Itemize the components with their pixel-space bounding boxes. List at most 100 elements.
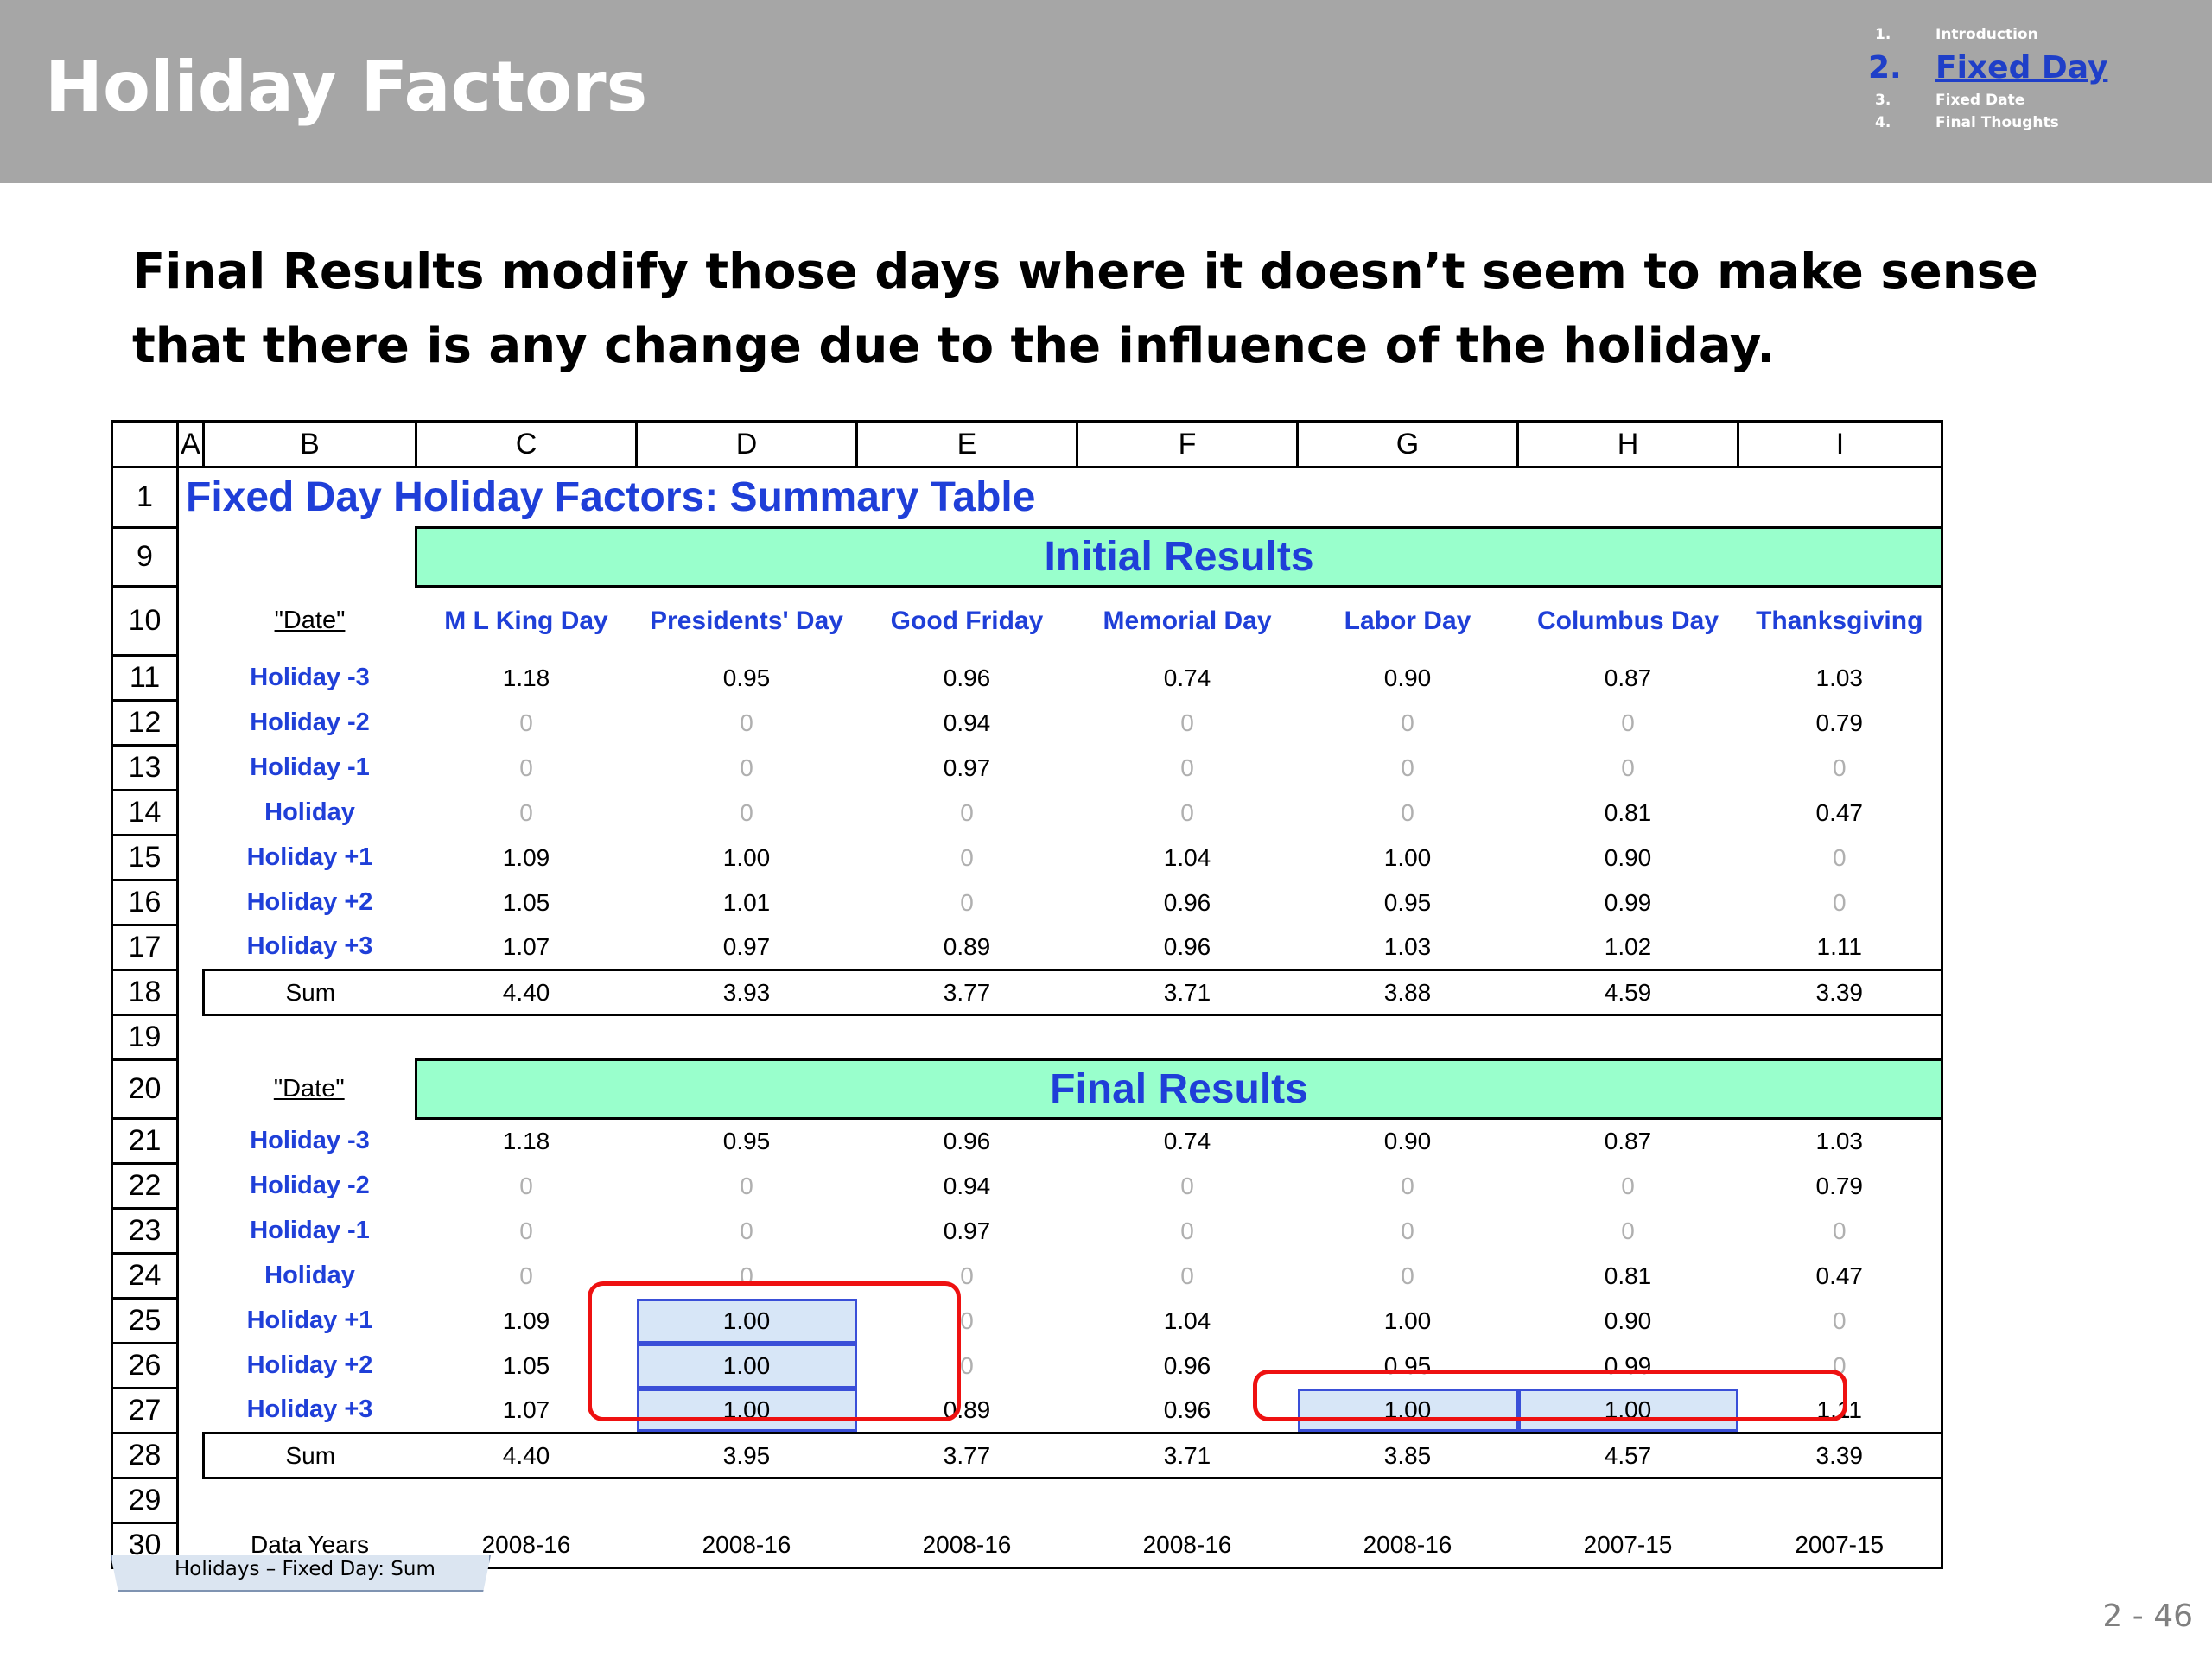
value-cell[interactable]: 0.47 <box>1738 1253 1943 1299</box>
value-cell[interactable]: 3.71 <box>1077 969 1298 1016</box>
value-cell[interactable]: 1.07 <box>502 1395 550 1423</box>
value-cell[interactable]: 1.05 <box>502 888 550 916</box>
value-cell[interactable]: 0 <box>740 1172 753 1199</box>
value-cell[interactable]: 0.94 <box>943 709 991 736</box>
value-cell[interactable]: 0.96 <box>943 664 991 691</box>
value-cell[interactable]: 0 <box>1180 1217 1194 1244</box>
value-cell[interactable]: 0.94 <box>943 1172 991 1199</box>
value-cell[interactable]: 0.95 <box>722 1128 771 1155</box>
value-cell[interactable]: 1.00 <box>636 1298 857 1344</box>
value-cell[interactable]: 2007-15 <box>1738 1522 1943 1569</box>
value-cell[interactable]: 0.74 <box>1163 1128 1211 1155</box>
column-header[interactable]: I <box>1738 420 1943 468</box>
column-header[interactable]: G <box>1297 420 1519 468</box>
column-header[interactable]: F <box>1077 420 1299 468</box>
value-cell[interactable]: 0 <box>1180 1262 1194 1289</box>
row-header[interactable]: 28 <box>111 1433 179 1479</box>
value-cell[interactable]: 1.00 <box>1383 1306 1432 1334</box>
value-cell[interactable]: 0 <box>1401 798 1414 826</box>
value-cell[interactable]: 0.97 <box>943 753 991 781</box>
value-cell[interactable]: 1.03 <box>1383 932 1432 960</box>
value-cell[interactable]: 3.77 <box>856 1432 1077 1479</box>
value-cell[interactable]: 0 <box>519 709 533 736</box>
row-header[interactable]: 24 <box>111 1253 179 1300</box>
row-header[interactable]: 15 <box>111 835 179 881</box>
value-cell[interactable]: 1.18 <box>502 664 550 691</box>
value-cell[interactable]: 4.57 <box>1517 1432 1738 1479</box>
value-cell[interactable]: 0 <box>1180 1172 1194 1199</box>
value-cell[interactable]: 0.79 <box>1738 700 1943 746</box>
value-cell[interactable]: 1.18 <box>502 1128 550 1155</box>
value-cell[interactable]: 0 <box>1180 798 1194 826</box>
value-cell[interactable]: 0.96 <box>1163 932 1211 960</box>
value-cell[interactable]: 0.96 <box>943 1128 991 1155</box>
row-header[interactable]: 27 <box>111 1388 179 1434</box>
value-cell[interactable]: 0 <box>519 798 533 826</box>
value-cell[interactable]: 0.97 <box>943 1217 991 1244</box>
value-cell[interactable]: 0 <box>1401 1262 1414 1289</box>
row-header[interactable]: 12 <box>111 700 179 747</box>
value-cell[interactable]: 1.11 <box>1738 925 1943 970</box>
row-header[interactable]: 29 <box>111 1478 179 1524</box>
row-header[interactable]: 26 <box>111 1343 179 1389</box>
value-cell[interactable]: 0 <box>960 798 974 826</box>
value-cell[interactable]: 2008-16 <box>856 1522 1077 1569</box>
value-cell[interactable]: 0 <box>519 753 533 781</box>
value-cell[interactable]: 0 <box>1738 745 1943 791</box>
value-cell[interactable]: 0.95 <box>722 664 771 691</box>
value-cell[interactable]: 0.97 <box>722 932 771 960</box>
row-header[interactable]: 18 <box>111 969 179 1016</box>
value-cell[interactable]: 1.07 <box>502 932 550 960</box>
sheet-tab[interactable]: Holidays – Fixed Day: Sum <box>111 1555 491 1592</box>
value-cell[interactable]: 0.95 <box>1383 888 1432 916</box>
value-cell[interactable]: 0.47 <box>1738 790 1943 836</box>
value-cell[interactable]: 0 <box>960 1262 974 1289</box>
value-cell[interactable]: 1.02 <box>1604 932 1652 960</box>
value-cell[interactable]: 0.81 <box>1604 798 1652 826</box>
row-header[interactable]: 13 <box>111 745 179 791</box>
select-all-corner[interactable] <box>111 420 179 468</box>
column-header[interactable]: A <box>177 420 205 468</box>
value-cell[interactable]: 0 <box>1401 1172 1414 1199</box>
value-cell[interactable]: 0 <box>1621 1172 1635 1199</box>
value-cell[interactable]: 0 <box>1738 1298 1943 1344</box>
value-cell[interactable]: 0 <box>740 798 753 826</box>
value-cell[interactable]: 0.87 <box>1604 1128 1652 1155</box>
value-cell[interactable]: 0 <box>1738 835 1943 880</box>
value-cell[interactable]: 3.95 <box>636 1432 857 1479</box>
value-cell[interactable]: 0 <box>1621 1217 1635 1244</box>
row-header[interactable]: 22 <box>111 1163 179 1210</box>
value-cell[interactable]: 0.90 <box>1383 664 1432 691</box>
column-header[interactable]: E <box>856 420 1078 468</box>
value-cell[interactable]: 1.00 <box>722 843 771 871</box>
value-cell[interactable]: 2007-15 <box>1517 1522 1738 1569</box>
value-cell[interactable]: 3.77 <box>856 969 1077 1016</box>
value-cell[interactable]: 1.01 <box>722 888 771 916</box>
value-cell[interactable]: 1.03 <box>1738 1118 1943 1164</box>
value-cell[interactable]: 0 <box>1738 880 1943 925</box>
value-cell[interactable]: 1.09 <box>502 843 550 871</box>
value-cell[interactable]: 2008-16 <box>1077 1522 1298 1569</box>
row-header[interactable]: 20 <box>111 1059 179 1120</box>
row-header[interactable]: 19 <box>111 1014 179 1061</box>
row-header[interactable]: 1 <box>111 467 179 529</box>
row-header[interactable]: 21 <box>111 1118 179 1165</box>
value-cell[interactable]: 0 <box>519 1262 533 1289</box>
row-header[interactable]: 16 <box>111 880 179 926</box>
value-cell[interactable]: 0.87 <box>1604 664 1652 691</box>
value-cell[interactable]: 2008-16 <box>1297 1522 1518 1569</box>
value-cell[interactable]: 0 <box>1621 709 1635 736</box>
value-cell[interactable]: 1.04 <box>1163 1306 1211 1334</box>
value-cell[interactable]: 0.89 <box>943 932 991 960</box>
value-cell[interactable]: 4.40 <box>416 969 637 1016</box>
value-cell[interactable]: 0 <box>1180 753 1194 781</box>
row-header[interactable]: 23 <box>111 1208 179 1255</box>
value-cell[interactable]: 0 <box>740 709 753 736</box>
value-cell[interactable]: 0 <box>1738 1208 1943 1254</box>
value-cell[interactable]: 3.88 <box>1297 969 1518 1016</box>
value-cell[interactable]: 4.40 <box>416 1432 637 1479</box>
value-cell[interactable]: 0.90 <box>1604 843 1652 871</box>
value-cell[interactable]: 0.99 <box>1604 1351 1652 1379</box>
value-cell[interactable]: 0 <box>740 1217 753 1244</box>
value-cell[interactable]: 0 <box>1180 709 1194 736</box>
